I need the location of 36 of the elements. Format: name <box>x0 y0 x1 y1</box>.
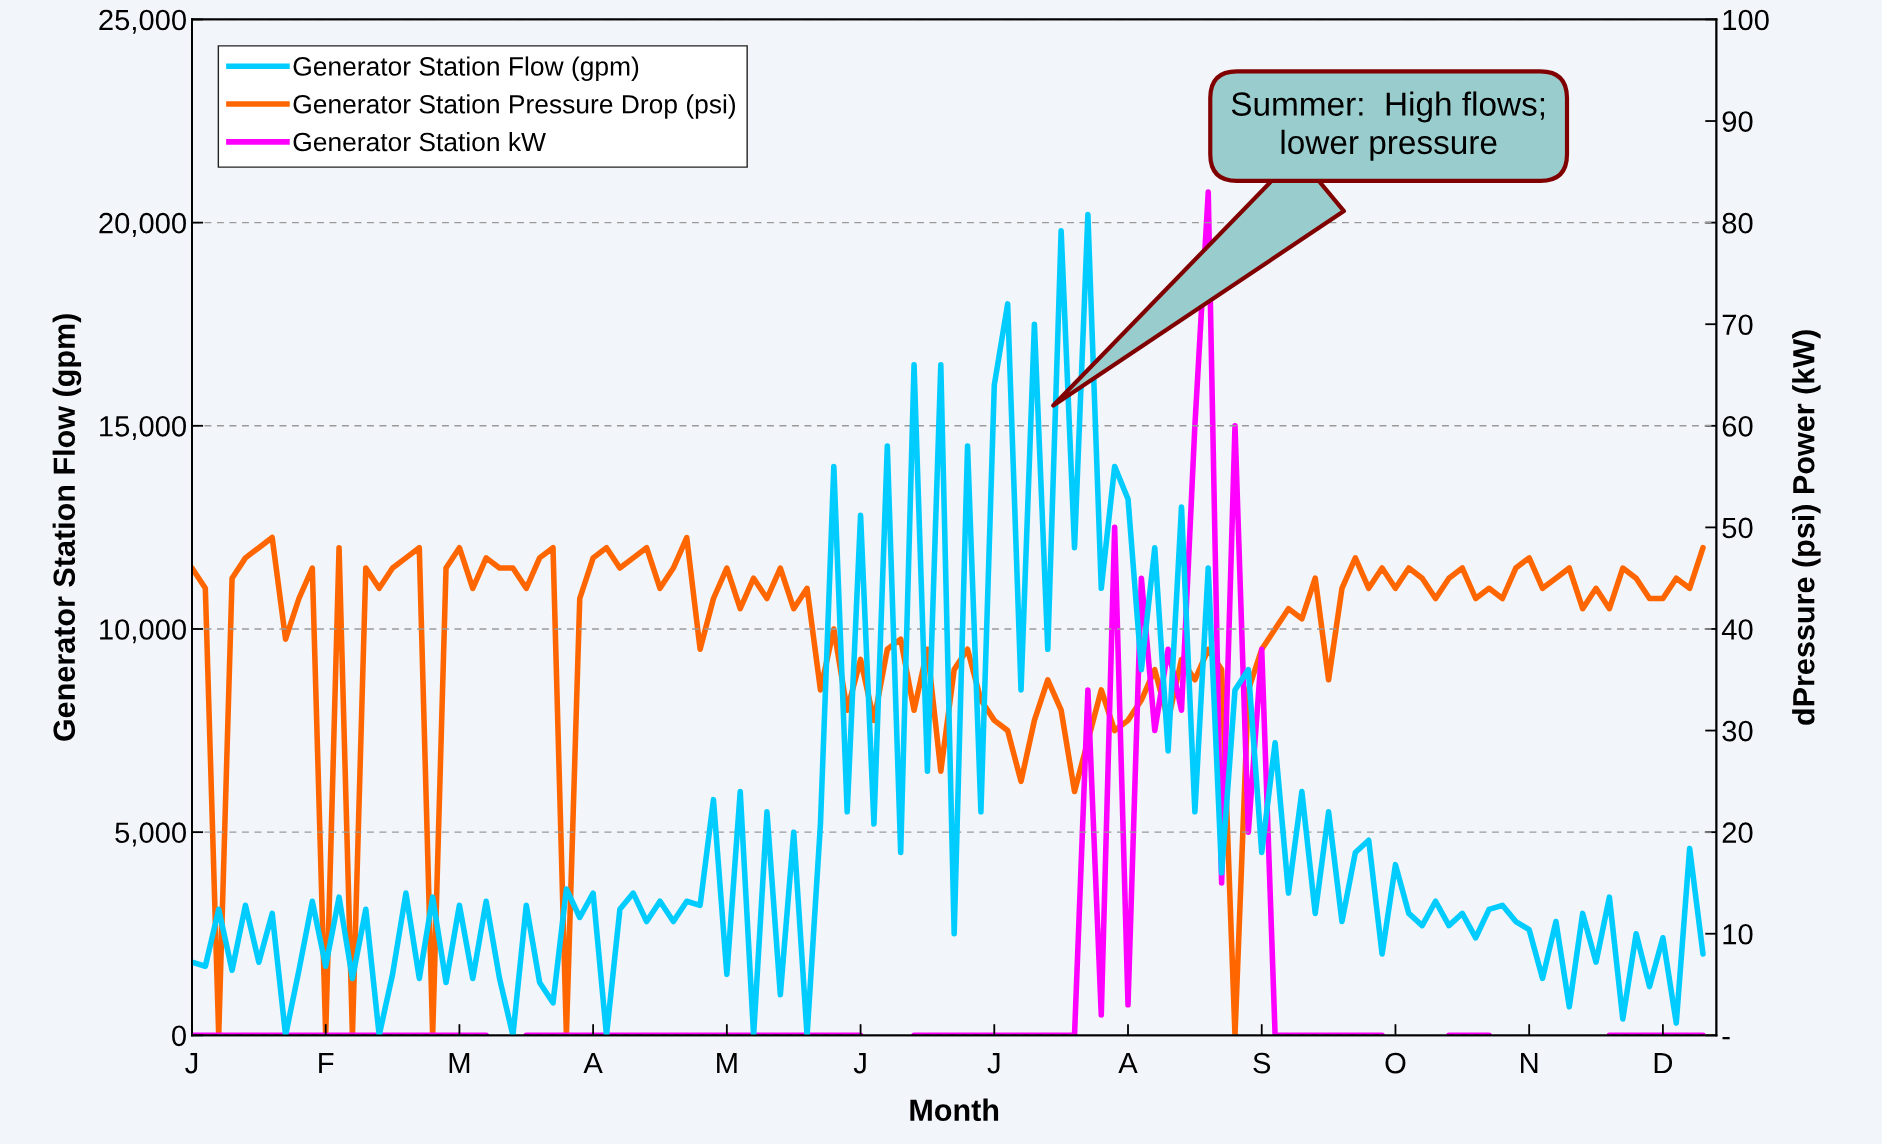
y-tick-label: 15,000 <box>100 416 186 441</box>
legend-label: Generator Station Flow (gpm) <box>293 56 639 81</box>
y-tick-label: 20,000 <box>99 212 186 237</box>
x-tick-label: N <box>1521 1053 1538 1074</box>
y2-tick-label: 90 <box>1722 111 1753 132</box>
x-tick-label: M <box>717 1053 737 1074</box>
y2-tick-label: - <box>1722 1037 1730 1040</box>
y2-tick-label: 80 <box>1722 212 1753 234</box>
y-tick-label: 0 <box>172 1025 186 1047</box>
y2-tick-label: 60 <box>1722 416 1753 437</box>
y2-tick-label: 70 <box>1722 314 1753 336</box>
y2-tick-label: 30 <box>1722 720 1753 742</box>
x-tick-label: J <box>185 1053 198 1074</box>
y2-tick-label: 20 <box>1722 822 1753 843</box>
y-tick-label: 10,000 <box>100 619 186 644</box>
y-tick-label: 5,000 <box>115 822 186 847</box>
x-tick-label: A <box>583 1053 603 1074</box>
y-tick-label: 25,000 <box>99 9 186 34</box>
legend-label: Generator Station kW <box>293 131 546 152</box>
x-tick-label: S <box>1253 1052 1271 1074</box>
x-tick-label: F <box>319 1053 334 1074</box>
y2-tick-label: 40 <box>1721 619 1753 640</box>
x-tick-label: A <box>1118 1053 1138 1074</box>
y2-tick-label: 50 <box>1722 517 1753 539</box>
y2-tick-label: 100 <box>1723 9 1769 31</box>
y-axis-title: Generator Station Flow (gpm) <box>52 314 82 741</box>
x-tick-label: J <box>987 1053 1000 1074</box>
y2-axis-title: dPressure (psi) Power (kW) <box>1792 330 1821 725</box>
x-axis-title: Month <box>910 1098 999 1122</box>
legend-label: Generator Station Pressure Drop (psi) <box>293 94 735 119</box>
x-tick-label: D <box>1654 1053 1673 1074</box>
annotation: Summer: High flows; lower pressure <box>1231 91 1545 161</box>
x-tick-label: J <box>853 1053 866 1074</box>
x-tick-label: O <box>1385 1052 1406 1074</box>
y2-tick-label: 10 <box>1723 923 1753 945</box>
x-tick-label: M <box>449 1053 470 1074</box>
